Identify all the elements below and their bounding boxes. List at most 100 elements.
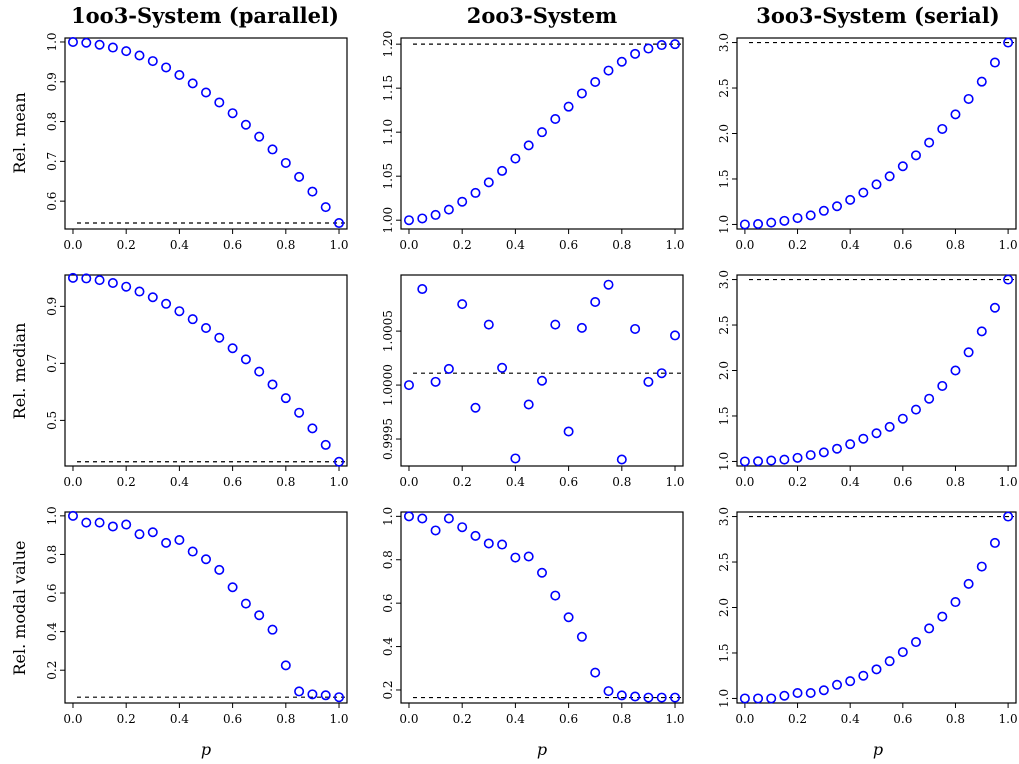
panel-r3-c2-point (603, 686, 614, 697)
panel-r3-c2-point (470, 530, 481, 541)
panel-r2-c3-ytick-label: 1.5 (717, 406, 731, 425)
panel-r1-c1-frame (64, 37, 348, 230)
panel-r3-c1-ytick-label: 0.4 (45, 622, 59, 641)
x-axis-label-col2: p (537, 740, 547, 759)
panel-r1-c3-point (884, 171, 895, 182)
column-title-1oo3: 1oo3-System (parallel) (71, 3, 339, 28)
panel-r2-c1-point (67, 272, 78, 283)
panel-r1-c2-ytick-label: 1.05 (381, 163, 395, 190)
panel-r1-c3-ytick-label: 1.5 (717, 169, 731, 188)
panel-r2-c2-point (656, 368, 667, 379)
panel-r2-c1-frame (64, 274, 348, 467)
panel-r3-c2-point (656, 692, 667, 703)
panel-r3-c3-ytick-label: 3.0 (717, 507, 731, 526)
panel-r1-c3-point (989, 57, 1000, 68)
row-label-modal-value: Rel. modal value (10, 540, 29, 675)
panel-r3-c1-ytick-label: 0.8 (45, 545, 59, 564)
panel-r2-c1-point (161, 298, 172, 309)
panel-r3-c1-point (174, 534, 185, 545)
panel-r3-c1-point (161, 537, 172, 548)
panel-r3-c3-ytick-label: 2.5 (717, 552, 731, 571)
panel-r1-c1-point (134, 50, 145, 61)
panel-r2-c1-point (94, 275, 105, 286)
panel-r1-c3-xtick-label: 0.2 (788, 238, 807, 252)
panel-r1-c3-xtick-label: 0.4 (841, 238, 860, 252)
panel-r3-c3-point (753, 693, 764, 704)
panel-r3-c2-point (643, 692, 654, 703)
panel-r3-c1-xtick-label: 0.8 (276, 712, 295, 726)
panel-r1-c1-xtick-label: 0.4 (170, 238, 189, 252)
panel-r1-c2-point (483, 177, 494, 188)
x-axis-label-col3: p (873, 740, 883, 759)
panel-r1-c3-point (924, 137, 935, 148)
panel-r1-c1-point (121, 46, 132, 57)
panel-r1-c2-point (670, 39, 681, 50)
panel-r1-c2-point (497, 165, 508, 176)
panel-r3-c3-point (805, 687, 816, 698)
panel-r2-c2-xtick-label: 0.2 (453, 475, 472, 489)
panel-r3-c3-point (832, 679, 843, 690)
panel-r2-c3-point (779, 454, 790, 465)
panel-r1-c3-point (897, 161, 908, 172)
panel-r3-c2-ytick-label: 0.4 (381, 637, 395, 656)
panel-r1-c1-ytick-label: 0.9 (45, 72, 59, 91)
panel-r2-c2-point (603, 279, 614, 290)
panel-r1-c1-xtick-label: 1.0 (329, 238, 348, 252)
panel-r2-c3-point (910, 404, 921, 415)
panel-r3-c1-point (240, 598, 251, 609)
panel-r2-c3-xtick-label: 0.4 (841, 475, 860, 489)
panel-r2-c1-point (174, 306, 185, 317)
panel-r3-c1-ytick-label: 0.2 (45, 661, 59, 680)
panel-r3-c3-xtick-label: 0.0 (735, 712, 754, 726)
panel-r3-c1-point (227, 582, 238, 593)
panel-r2-c1-xtick-label: 0.6 (223, 475, 242, 489)
panel-r3-c1: 0.0 0.2 0.4 0.6 0.8 1.0 0.2 0.4 0.6 0.8 1.0 (45, 506, 349, 726)
panel-r1-c2-point (550, 113, 561, 124)
panel-r2-c2-point (550, 319, 561, 330)
panel-r3-c1-xtick-label: 0.2 (117, 712, 136, 726)
panel-r1-c2-point (643, 43, 654, 54)
panel-r3-c2-xtick-label: 0.0 (399, 712, 418, 726)
panel-r2-c1-ytick-label: 0.7 (45, 354, 59, 373)
panel-r3-c1-point (94, 517, 105, 528)
panel-r3-c1-point (201, 554, 212, 565)
panel-r1-c3-ytick-label: 2.5 (717, 78, 731, 97)
panel-r3-c2-ytick-label: 1.0 (381, 507, 395, 526)
panel-r1-c3-point (818, 205, 829, 216)
panel-r3-c3-ytick-label: 1.0 (717, 689, 731, 708)
panel-r2-c2-point (630, 323, 641, 334)
panel-r3-c2-point (483, 538, 494, 549)
panel-r2-c3-point (963, 347, 974, 358)
panel-r1-c2-ytick-label: 1.00 (381, 207, 395, 234)
panel-r1-c3-point (1003, 37, 1014, 48)
panel-r1-c2-frame (400, 37, 684, 230)
panel-r3-c2-xtick-label: 1.0 (665, 712, 684, 726)
panel-r1-c3-xtick-label: 0.0 (735, 238, 754, 252)
panel-r3-c1-point (187, 546, 198, 557)
panel-r1-c2-point (616, 56, 627, 67)
panel-r1-c2-point (403, 215, 414, 226)
panel-r1-c1-xtick-label: 0.0 (63, 238, 82, 252)
panel-r2-c1-point (81, 273, 92, 284)
panel-r2-c3-ytick-label: 2.0 (717, 361, 731, 380)
panel-r1-c2-point (656, 40, 667, 51)
panel-r2-c3-point (989, 302, 1000, 313)
panel-r3-c2-point (536, 567, 547, 578)
panel-r2-c1-point (201, 323, 212, 334)
panel-r3-c2-point (443, 513, 454, 524)
panel-r3-c2-point (403, 511, 414, 522)
panel-r1-c1-point (67, 36, 78, 47)
panel-r1-c3-xtick-label: 0.8 (946, 238, 965, 252)
panel-r1-c2-point (563, 101, 574, 112)
panel-r2-c3-point (845, 439, 856, 450)
panel-r1-c3-ytick-label: 2.0 (717, 124, 731, 143)
panel-r2-c1-point (280, 393, 291, 404)
panel-r2-c3-xtick-label: 0.2 (788, 475, 807, 489)
panel-r3-c1-point (121, 519, 132, 530)
panel-r1-c1-ytick-label: 0.7 (45, 152, 59, 171)
panel-r2-c2-ytick-label: 0.9995 (381, 418, 395, 460)
panel-r2-c2-point (536, 375, 547, 386)
panel-r2-c2-frame (400, 274, 684, 467)
panel-r1-c2: 0.0 0.2 0.4 0.6 0.8 1.0 1.00 1.05 1.10 1.15 1.20 (381, 31, 685, 252)
panel-r2-c2-point (430, 376, 441, 387)
